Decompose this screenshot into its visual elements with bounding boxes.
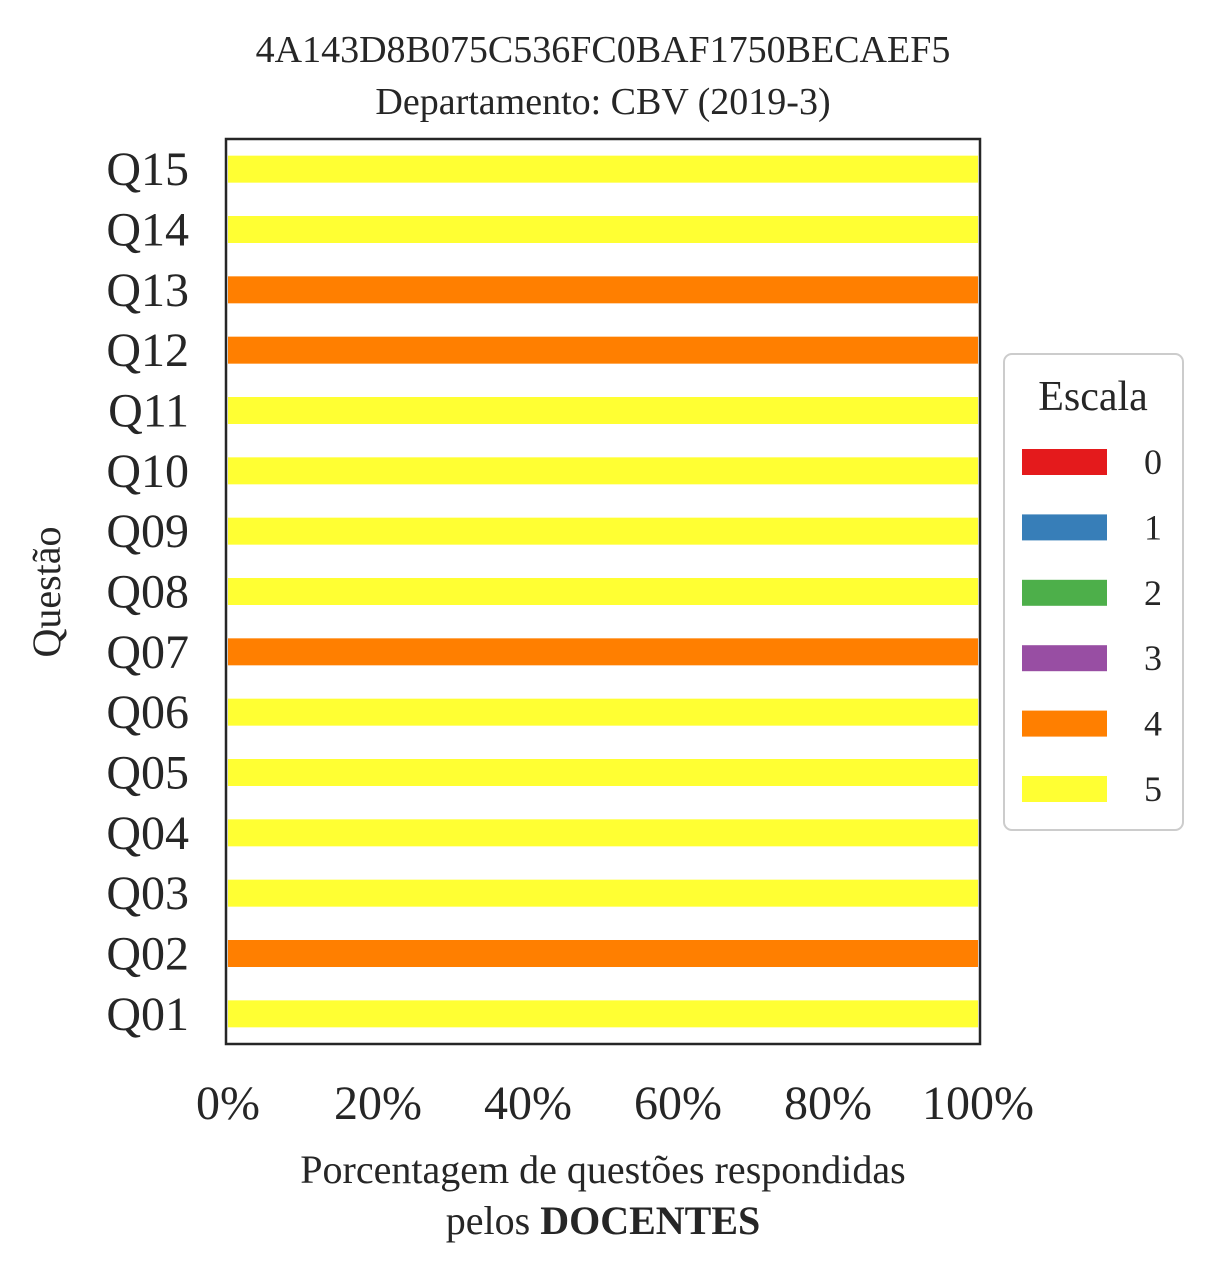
legend-title: Escala [1038,374,1148,420]
y-tick-label: Q02 [106,928,189,981]
bar-q04-scale-5 [228,819,978,847]
bar-q15-scale-5 [228,155,978,183]
bar-q11-scale-5 [228,397,978,424]
bar-q09-scale-5 [228,517,978,545]
legend-label-3: 3 [1144,638,1162,678]
x-tick-label: 20% [334,1077,422,1130]
y-tick-label: Q03 [106,867,189,920]
legend-swatch-4 [1022,710,1107,737]
legend-label-2: 2 [1144,573,1162,613]
x-tick-label: 80% [784,1077,872,1130]
x-tick-label: 0% [196,1077,260,1130]
y-tick-labels: Q01 Q02 Q03 Q04 Q05 Q06 Q07 Q08 Q09 Q10 Q11 Q12 Q13 Q… [106,143,189,1041]
x-axis-label-bold: DOCENTES [540,1198,760,1243]
bars-group [228,155,978,1028]
legend-swatch-5 [1022,776,1107,802]
y-tick-label: Q11 [108,385,189,438]
y-tick-label: Q05 [106,747,189,800]
bar-q05-scale-5 [228,759,978,786]
legend-label-1: 1 [1144,507,1162,547]
x-axis-label-line2: pelos DOCENTES [446,1198,761,1243]
bar-q01-scale-5 [228,1000,978,1028]
bar-q14-scale-5 [228,216,978,243]
y-tick-label: Q06 [106,686,189,739]
x-tick-label: 100% [922,1077,1034,1130]
legend-label-5: 5 [1144,769,1162,809]
chart-title: 4A143D8B075C536FC0BAF1750BECAEF5 [256,29,951,71]
x-tick-labels: 0% 20% 40% 60% 80% 100% [196,1077,1034,1130]
y-tick-label: Q04 [106,807,189,860]
x-axis-label-line1: Porcentagem de questões respondidas [300,1147,905,1192]
x-tick-label: 40% [484,1077,572,1130]
legend-swatch-1 [1022,514,1107,541]
bar-q10-scale-5 [228,457,978,485]
bar-q07-scale-4 [228,638,978,666]
legend-swatch-2 [1022,579,1107,606]
y-tick-label: Q13 [106,264,189,317]
y-axis-label: Questão [24,526,69,657]
y-tick-label: Q15 [106,143,189,196]
x-tick-label: 60% [634,1077,722,1130]
bar-q02-scale-4 [228,940,978,967]
bar-q08-scale-5 [228,578,978,605]
plot-frame [224,137,982,1046]
y-tick-label: Q08 [106,566,189,619]
legend-items: 0 1 2 3 4 5 [1022,442,1162,809]
legend-label-0: 0 [1144,442,1162,482]
legend-swatch-3 [1022,645,1107,672]
bar-q03-scale-5 [228,879,978,907]
bar-q12-scale-4 [228,336,978,364]
legend-label-4: 4 [1144,704,1162,744]
y-tick-label: Q12 [106,324,189,377]
x-axis-label-prefix: pelos [446,1198,540,1243]
y-tick-label: Q14 [106,204,189,257]
bar-q13-scale-4 [228,276,978,304]
legend: Escala 0 1 2 3 4 5 [1003,353,1184,831]
y-tick-label: Q09 [106,505,189,558]
legend-swatch-0 [1022,449,1107,475]
y-tick-label: Q07 [106,626,189,679]
chart-subtitle: Departamento: CBV (2019-3) [375,81,830,123]
y-tick-label: Q10 [106,445,189,498]
bar-q06-scale-5 [228,698,978,726]
y-tick-label: Q01 [106,988,189,1041]
